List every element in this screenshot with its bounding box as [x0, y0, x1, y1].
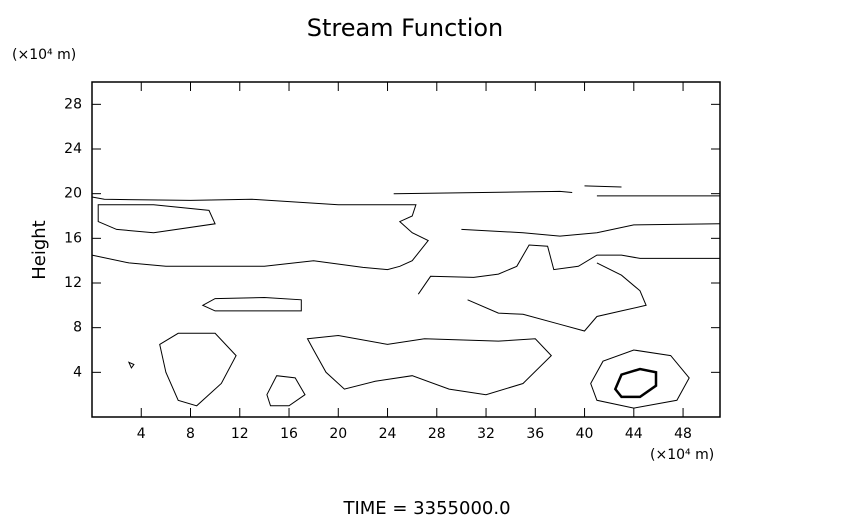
y-unit: (×10⁴ m) [12, 47, 76, 63]
y-tick-label: 24 [64, 141, 82, 157]
x-tick-label: 36 [526, 426, 544, 442]
y-tick-label: 8 [73, 320, 82, 336]
chart-title: Stream Function [307, 14, 504, 42]
y-tick-label: 20 [64, 186, 82, 202]
contour-line [266, 375, 306, 407]
y-tick-label: 4 [73, 364, 82, 380]
contour-line [467, 262, 647, 332]
contour-line [590, 349, 690, 409]
y-tick-label: 28 [64, 96, 82, 112]
y-label: Height [29, 220, 50, 280]
x-tick-label: 20 [329, 426, 347, 442]
footer: TIME = 3355000.0 [342, 498, 510, 519]
contour-line [584, 185, 622, 188]
y-tick-label: 12 [64, 275, 82, 291]
x-tick-label: 44 [625, 426, 643, 442]
plot-frame [91, 81, 721, 418]
contour-line [201, 296, 302, 312]
contour-line [159, 332, 237, 407]
x-tick-label: 16 [280, 426, 298, 442]
x-tick-label: 12 [231, 426, 249, 442]
x-tick-label: 32 [477, 426, 495, 442]
x-tick-label: 8 [186, 426, 195, 442]
contour-line [613, 367, 658, 399]
x-tick-label: 48 [674, 426, 692, 442]
contour-line [393, 190, 573, 195]
contour-line [417, 244, 720, 295]
contour-line [127, 361, 135, 369]
x-tick-label: 40 [576, 426, 594, 442]
x-tick-label: 24 [379, 426, 397, 442]
x-tick-label: 4 [137, 426, 146, 442]
x-tick-label: 28 [428, 426, 446, 442]
contour-line [97, 204, 216, 234]
y-tick-label: 16 [64, 230, 82, 246]
x-unit: (×10⁴ m) [650, 447, 714, 463]
contour-line [91, 196, 429, 271]
contour-line [306, 334, 553, 396]
contour-line [461, 223, 721, 237]
